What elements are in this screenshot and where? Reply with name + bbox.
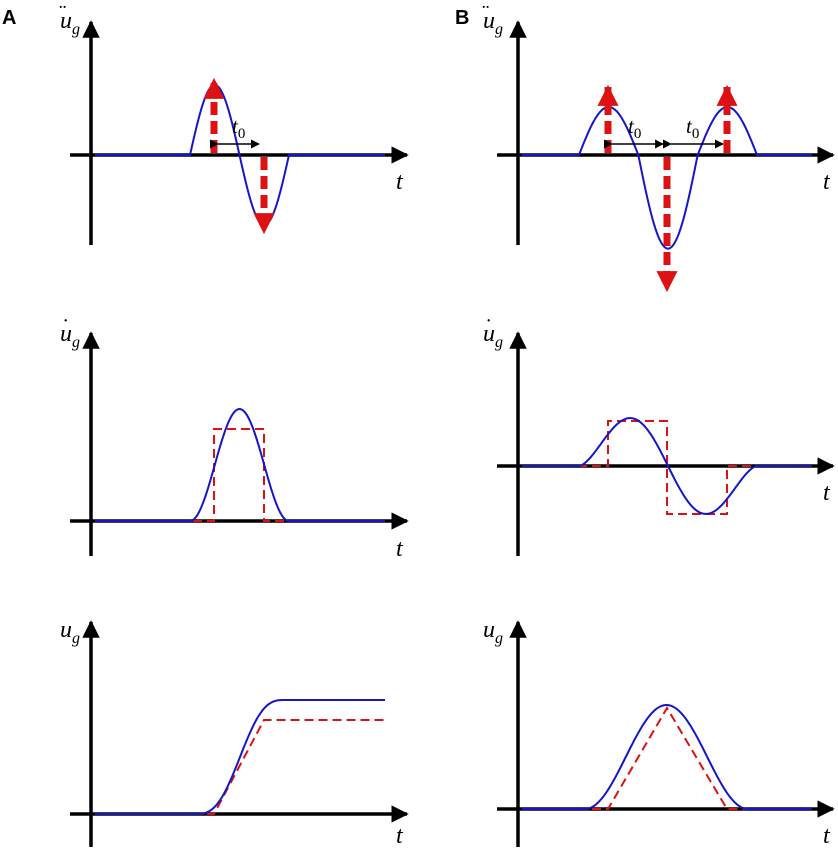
pulse-duration-label: t0 bbox=[232, 114, 245, 142]
panel-label-b: B bbox=[455, 7, 469, 29]
actual-acceleration-curve bbox=[95, 83, 385, 227]
velocity-axis-label: u g ˙ bbox=[60, 314, 80, 351]
actual-displacement-curve bbox=[95, 699, 385, 815]
svg-text:u: u bbox=[60, 8, 72, 34]
svg-text:g: g bbox=[72, 630, 80, 647]
idealized-displacement-curve bbox=[95, 719, 385, 815]
pulse-duration-label-2: t0 bbox=[686, 114, 699, 142]
displacement-axis-label: u g bbox=[60, 617, 80, 647]
panel-a-velocity: u g ˙ t bbox=[60, 314, 409, 562]
panel-b-velocity: u g ˙ t bbox=[483, 314, 835, 556]
svg-text:˙: ˙ bbox=[485, 314, 492, 339]
svg-text:u: u bbox=[483, 321, 495, 347]
svg-text:u: u bbox=[60, 321, 72, 347]
svg-text:u: u bbox=[483, 617, 495, 643]
svg-text:¨: ¨ bbox=[59, 0, 66, 25]
panel-a-displacement: u g t bbox=[60, 617, 409, 849]
velocity-axis-label: u g ˙ bbox=[483, 314, 503, 351]
idealized-displacement-curve bbox=[522, 706, 812, 810]
actual-displacement-curve bbox=[522, 704, 812, 810]
panel-a-acceleration: t0 u g ¨ t bbox=[59, 0, 409, 245]
acceleration-axis-label: u g ¨ bbox=[482, 0, 503, 38]
time-axis-label: t bbox=[823, 823, 831, 849]
idealized-velocity-curve bbox=[522, 420, 812, 515]
time-axis-label: t bbox=[396, 169, 404, 195]
svg-text:g: g bbox=[495, 334, 503, 351]
panel-b-displacement: u g t bbox=[483, 617, 835, 849]
svg-text:˙: ˙ bbox=[62, 314, 69, 339]
idealized-velocity-curve bbox=[95, 428, 385, 522]
pulse-duration-label-1: t0 bbox=[628, 114, 641, 142]
svg-text:u: u bbox=[483, 8, 495, 34]
actual-velocity-curve bbox=[522, 417, 812, 515]
actual-velocity-curve bbox=[95, 408, 385, 522]
svg-text:u: u bbox=[60, 617, 72, 643]
svg-text:g: g bbox=[72, 21, 80, 38]
time-axis-label: t bbox=[396, 823, 404, 849]
panel-b-acceleration: t0 t0 u g ¨ t bbox=[482, 0, 835, 293]
time-axis-label: t bbox=[823, 480, 831, 506]
actual-acceleration-curve bbox=[522, 106, 812, 250]
svg-text:g: g bbox=[495, 21, 503, 38]
svg-text:g: g bbox=[495, 630, 503, 647]
svg-text:¨: ¨ bbox=[482, 0, 489, 25]
acceleration-axis-label: u g ¨ bbox=[59, 0, 80, 38]
panel-label-a: A bbox=[2, 7, 16, 29]
time-axis-label: t bbox=[823, 169, 831, 195]
displacement-axis-label: u g bbox=[483, 617, 503, 647]
svg-text:g: g bbox=[72, 334, 80, 351]
time-axis-label: t bbox=[396, 536, 404, 562]
